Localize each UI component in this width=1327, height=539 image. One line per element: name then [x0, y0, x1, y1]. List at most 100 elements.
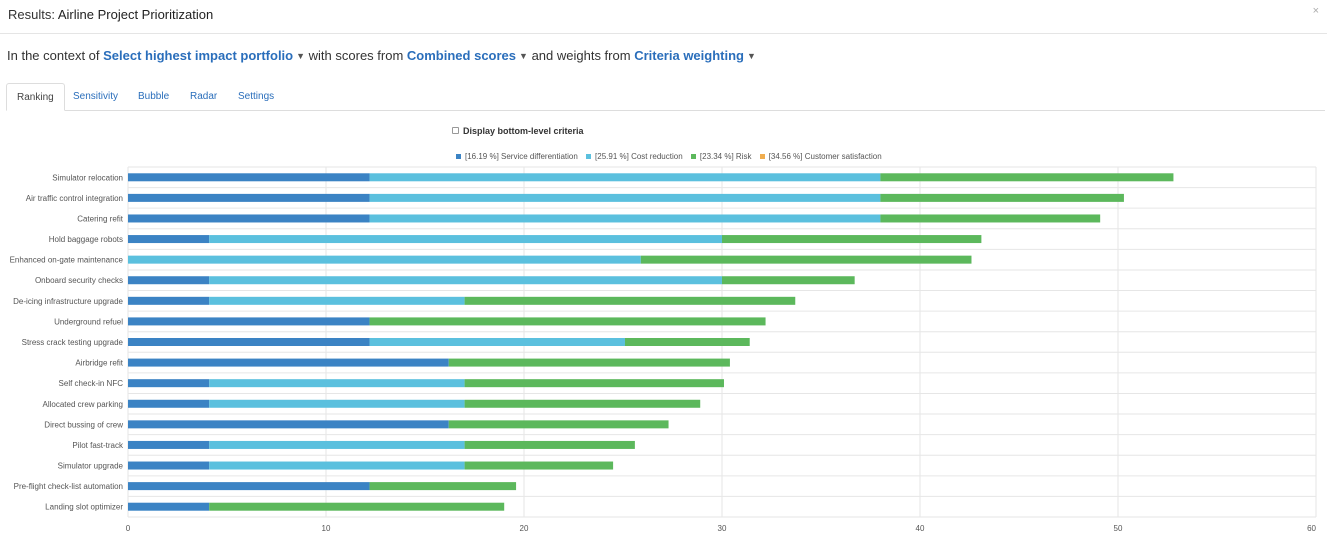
bar-segment[interactable]	[464, 379, 724, 388]
bar-segment[interactable]	[128, 276, 210, 285]
legend-label: [16.19 %] Service differentiation	[465, 152, 578, 161]
bar-segment[interactable]	[369, 338, 625, 346]
legend-item-customer[interactable]: [34.56 %] Customer satisfaction	[759, 152, 882, 161]
tab-settings[interactable]: Settings	[238, 91, 275, 102]
weights-dropdown[interactable]: Criteria weighting ▼	[634, 48, 756, 63]
legend-swatch	[456, 154, 461, 159]
context-text-2: with scores from	[308, 48, 404, 63]
bar-segment[interactable]	[128, 255, 641, 264]
scores-label: Combined scores	[406, 48, 517, 63]
dialog-header: Results: Airline Project Prioritization …	[0, 0, 1327, 34]
category-label: Simulator relocation	[52, 173, 123, 182]
bar-segment[interactable]	[369, 214, 881, 223]
legend-label: [34.56 %] Customer satisfaction	[768, 152, 882, 161]
legend-swatch	[586, 154, 592, 159]
category-label: Self check-in NFC	[59, 379, 124, 388]
bar-segment[interactable]	[880, 173, 1174, 182]
bar-segment[interactable]	[448, 358, 730, 367]
bar-segment[interactable]	[209, 235, 722, 244]
category-label: Hold baggage robots	[49, 235, 123, 244]
category-label: Air traffic control integration	[26, 194, 123, 203]
tab-radar[interactable]: Radar	[190, 91, 218, 102]
weights-label: Criteria weighting	[634, 48, 744, 63]
bar-segment[interactable]	[209, 276, 722, 285]
bar-segment[interactable]	[369, 482, 517, 491]
x-tick-label: 50	[1114, 524, 1123, 533]
bar-segment[interactable]	[464, 440, 635, 449]
bar-segment[interactable]	[448, 420, 669, 429]
x-tick-label: 60	[1307, 524, 1316, 533]
bar-segment[interactable]	[209, 461, 465, 470]
category-label: Pilot fast-track	[72, 441, 124, 450]
bar-segment[interactable]	[464, 461, 614, 470]
title-prefix: Results:	[8, 7, 55, 22]
bar-segment[interactable]	[128, 193, 370, 202]
bar-segment[interactable]	[624, 338, 750, 346]
bar-segment[interactable]	[369, 193, 881, 202]
bar-segment[interactable]	[640, 255, 972, 264]
tab-sensitivity[interactable]: Sensitivity	[73, 91, 119, 102]
scores-dropdown[interactable]: Combined scores ▼	[407, 48, 528, 63]
close-icon[interactable]: ×	[1312, 5, 1319, 17]
bar-segment[interactable]	[128, 358, 449, 367]
context-line: In the context of Select highest impact …	[7, 48, 756, 63]
bar-segment[interactable]	[128, 214, 370, 223]
bar-segment[interactable]	[128, 379, 210, 388]
legend-swatch	[690, 154, 696, 159]
category-label: Underground refuel	[54, 317, 123, 326]
category-label: De-icing infrastructure upgrade	[13, 297, 123, 306]
chevron-down-icon: ▼	[519, 51, 528, 61]
bar-segment[interactable]	[722, 276, 855, 285]
bar-segment[interactable]	[209, 296, 465, 305]
bar-segment[interactable]	[128, 338, 370, 346]
bar-segment[interactable]	[880, 214, 1101, 223]
bar-segment[interactable]	[128, 235, 210, 244]
legend-item-cost[interactable]: [25.91 %] Cost reduction	[586, 152, 683, 161]
category-label: Stress crack testing upgrade	[22, 338, 124, 347]
category-label: Onboard security checks	[35, 276, 123, 285]
category-label: Pre-flight check-list automation	[14, 482, 123, 491]
bar-segment[interactable]	[369, 317, 766, 326]
bar-segment[interactable]	[209, 502, 505, 511]
x-tick-label: 0	[126, 524, 131, 533]
bar-segment[interactable]	[880, 193, 1124, 202]
x-tick-label: 10	[322, 524, 331, 533]
bottom-level-checkbox[interactable]	[452, 127, 459, 134]
bar-segment[interactable]	[209, 440, 465, 449]
category-label: Airbridge refit	[75, 359, 123, 368]
x-tick-label: 40	[916, 524, 925, 533]
legend-item-risk[interactable]: [23.34 %] Risk	[690, 152, 751, 161]
category-label: Simulator upgrade	[58, 462, 124, 471]
bar-segment[interactable]	[209, 379, 465, 388]
tab-bubble[interactable]: Bubble	[138, 91, 170, 102]
bar-segment[interactable]	[128, 420, 449, 429]
bar-segment[interactable]	[369, 173, 881, 182]
bar-segment[interactable]	[128, 461, 210, 470]
category-label: Enhanced on-gate maintenance	[10, 256, 124, 265]
bar-segment[interactable]	[128, 482, 370, 491]
portfolio-dropdown[interactable]: Select highest impact portfolio ▼	[103, 48, 305, 63]
bar-segment[interactable]	[464, 399, 701, 408]
bar-segment[interactable]	[128, 399, 210, 408]
bar-segment[interactable]	[128, 296, 210, 305]
bottom-level-toggle[interactable]: Display bottom-level criteria	[452, 126, 584, 136]
category-label: Catering refit	[77, 214, 124, 223]
bar-segment[interactable]	[128, 173, 370, 182]
chart-legend: [16.19 %] Service differentiation [25.91…	[456, 152, 888, 161]
tab-ranking[interactable]: Ranking	[6, 83, 65, 111]
bar-segment[interactable]	[209, 399, 465, 408]
bar-segment[interactable]	[128, 502, 210, 511]
x-tick-label: 20	[520, 524, 529, 533]
bar-segment[interactable]	[722, 235, 982, 244]
bar-segment[interactable]	[464, 296, 796, 305]
chevron-down-icon: ▼	[296, 51, 306, 61]
legend-swatch	[759, 154, 765, 159]
category-label: Direct bussing of crew	[44, 420, 123, 429]
category-label: Landing slot optimizer	[45, 503, 123, 512]
bar-segment[interactable]	[128, 317, 370, 326]
category-label: Allocated crew parking	[43, 400, 123, 409]
result-tabs: Ranking Sensitivity Bubble Radar Setting…	[6, 83, 1325, 111]
bar-segment[interactable]	[128, 440, 210, 449]
legend-item-service[interactable]: [16.19 %] Service differentiation	[456, 152, 578, 161]
